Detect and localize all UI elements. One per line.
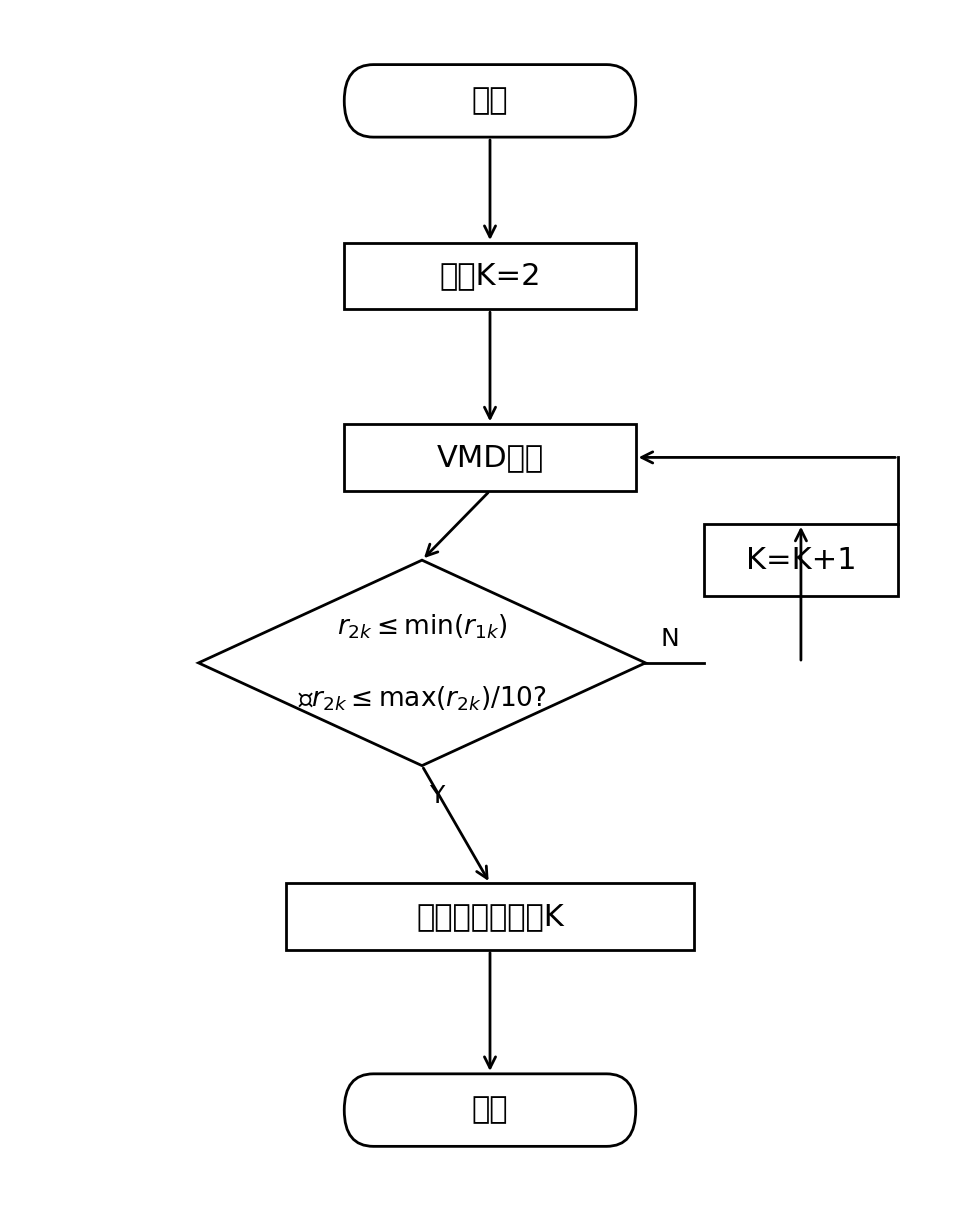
- Text: K=K+1: K=K+1: [746, 545, 857, 574]
- Text: 结束: 结束: [471, 1095, 509, 1125]
- Text: 开始: 开始: [471, 86, 509, 116]
- Polygon shape: [199, 560, 646, 765]
- Text: N: N: [661, 627, 679, 651]
- Bar: [704, 523, 898, 596]
- Text: 设定K=2: 设定K=2: [439, 262, 541, 291]
- Text: VMD分解: VMD分解: [436, 443, 544, 472]
- Bar: [286, 884, 694, 950]
- Text: Y: Y: [429, 784, 444, 808]
- FancyBboxPatch shape: [344, 1073, 636, 1146]
- Text: 且$r_{2k} \leq \max\left(r_{2k}\right)/10?$: 且$r_{2k} \leq \max\left(r_{2k}\right)/10…: [298, 685, 547, 713]
- Text: 输出最优模态数K: 输出最优模态数K: [416, 902, 564, 931]
- Bar: [344, 243, 636, 309]
- Text: $r_{2k} \leq \min\left(r_{1k}\right)$: $r_{2k} \leq \min\left(r_{1k}\right)$: [337, 612, 508, 641]
- Bar: [344, 425, 636, 490]
- FancyBboxPatch shape: [344, 65, 636, 138]
